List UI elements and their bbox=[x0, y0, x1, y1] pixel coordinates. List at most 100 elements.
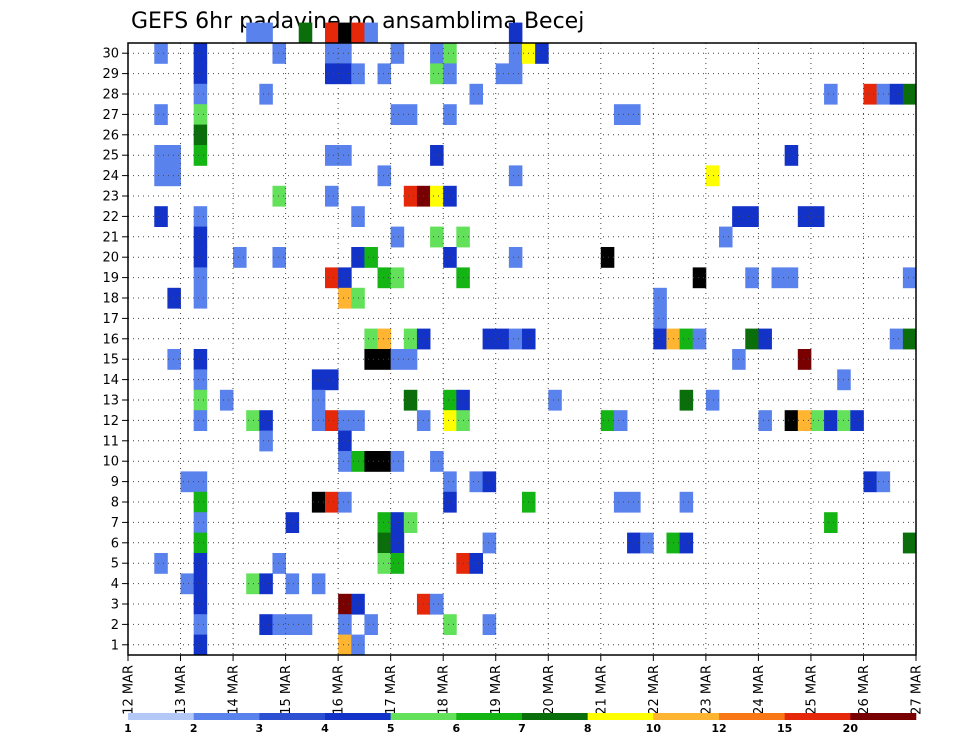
data-cell bbox=[482, 532, 497, 554]
data-cells bbox=[154, 22, 917, 656]
data-cell bbox=[259, 22, 273, 44]
data-cell bbox=[390, 104, 418, 125]
legend-label: 8 bbox=[584, 722, 592, 735]
legend-swatch bbox=[456, 713, 523, 720]
y-tick-label: 16 bbox=[102, 332, 119, 347]
data-cell bbox=[193, 287, 208, 309]
x-tick-label: 19 MAR bbox=[489, 665, 504, 715]
data-cell bbox=[285, 512, 300, 533]
data-cell bbox=[508, 43, 523, 64]
data-cell bbox=[902, 267, 917, 289]
data-cell bbox=[863, 83, 877, 105]
legend-swatch bbox=[784, 713, 851, 720]
data-cell bbox=[679, 389, 694, 411]
data-cell bbox=[325, 410, 339, 431]
data-cell bbox=[338, 614, 352, 635]
color-legend: 1 2 3 4 5 6 7 8 10 12 15 20 bbox=[124, 713, 917, 735]
data-cell bbox=[259, 430, 273, 452]
data-cell bbox=[167, 349, 181, 370]
data-cell bbox=[443, 471, 457, 493]
data-cell bbox=[193, 491, 208, 513]
data-cell bbox=[824, 410, 838, 431]
data-cell bbox=[298, 22, 313, 44]
data-cell bbox=[325, 491, 339, 513]
data-cell bbox=[745, 328, 759, 350]
data-cell bbox=[403, 185, 418, 207]
data-cell bbox=[719, 226, 733, 248]
data-cell bbox=[193, 145, 208, 166]
data-cell bbox=[338, 287, 352, 309]
y-tick-label: 20 bbox=[102, 251, 119, 266]
data-cell bbox=[692, 328, 707, 350]
data-cell bbox=[193, 124, 208, 146]
legend-label: 1 bbox=[124, 722, 132, 735]
data-cell bbox=[613, 410, 628, 431]
y-tick-label: 17 bbox=[102, 312, 119, 327]
data-cell bbox=[732, 206, 759, 227]
y-tick-label: 15 bbox=[102, 353, 119, 368]
data-cell bbox=[403, 389, 418, 411]
y-tick-label: 14 bbox=[102, 373, 119, 388]
data-cell bbox=[325, 267, 339, 289]
x-tick-label: 23 MAR bbox=[699, 665, 714, 715]
data-cell bbox=[902, 532, 917, 554]
data-cell bbox=[325, 185, 339, 207]
data-cell bbox=[758, 328, 772, 350]
y-tick-label: 24 bbox=[102, 169, 119, 184]
legend-label: 7 bbox=[518, 722, 526, 735]
data-cell bbox=[272, 614, 313, 635]
data-cell bbox=[508, 328, 523, 350]
data-cell bbox=[259, 410, 273, 431]
data-cell bbox=[193, 63, 208, 85]
data-cell bbox=[154, 165, 181, 187]
x-tick-label: 25 MAR bbox=[804, 665, 819, 715]
y-tick-label: 19 bbox=[102, 271, 119, 286]
y-tick-label: 8 bbox=[111, 496, 119, 511]
data-cell bbox=[272, 43, 286, 64]
data-cell bbox=[285, 573, 300, 595]
x-tick-label: 13 MAR bbox=[174, 665, 189, 715]
legend-label: 10 bbox=[646, 722, 662, 735]
data-cell bbox=[443, 185, 457, 207]
data-cell bbox=[784, 145, 799, 166]
data-cell bbox=[745, 267, 759, 289]
data-cell bbox=[272, 247, 286, 268]
data-cell bbox=[653, 328, 667, 350]
data-cell bbox=[193, 83, 208, 105]
y-tick-label: 4 bbox=[111, 577, 119, 592]
data-cell bbox=[443, 389, 457, 411]
data-cell bbox=[443, 410, 457, 431]
data-cell bbox=[154, 206, 168, 227]
y-tick-label: 13 bbox=[102, 394, 119, 409]
y-tick-label: 9 bbox=[111, 475, 119, 490]
data-cell bbox=[430, 145, 444, 166]
x-tick-label: 15 MAR bbox=[279, 665, 294, 715]
y-tick-label: 27 bbox=[102, 108, 119, 123]
y-tick-label: 28 bbox=[102, 88, 119, 103]
data-cell bbox=[154, 43, 168, 64]
data-cell bbox=[430, 43, 444, 64]
data-cell bbox=[600, 410, 615, 431]
data-cell bbox=[613, 491, 641, 513]
data-cell bbox=[390, 267, 405, 289]
data-cell bbox=[508, 247, 523, 268]
data-cell bbox=[443, 104, 457, 125]
legend-label: 12 bbox=[711, 722, 726, 735]
data-cell bbox=[193, 206, 208, 227]
data-cell bbox=[679, 328, 694, 350]
data-cell bbox=[640, 532, 654, 554]
data-cell bbox=[193, 389, 208, 411]
y-tick-label: 23 bbox=[102, 190, 119, 205]
data-cell bbox=[902, 328, 917, 350]
data-cell bbox=[193, 247, 208, 268]
data-cell bbox=[390, 553, 405, 574]
y-tick-label: 25 bbox=[102, 149, 119, 164]
data-cell bbox=[443, 491, 457, 513]
data-cell bbox=[469, 471, 483, 493]
y-tick-label: 18 bbox=[102, 292, 119, 307]
data-cell bbox=[338, 593, 352, 615]
data-cell bbox=[246, 22, 260, 44]
data-cell bbox=[193, 634, 208, 656]
data-cell bbox=[193, 573, 208, 595]
